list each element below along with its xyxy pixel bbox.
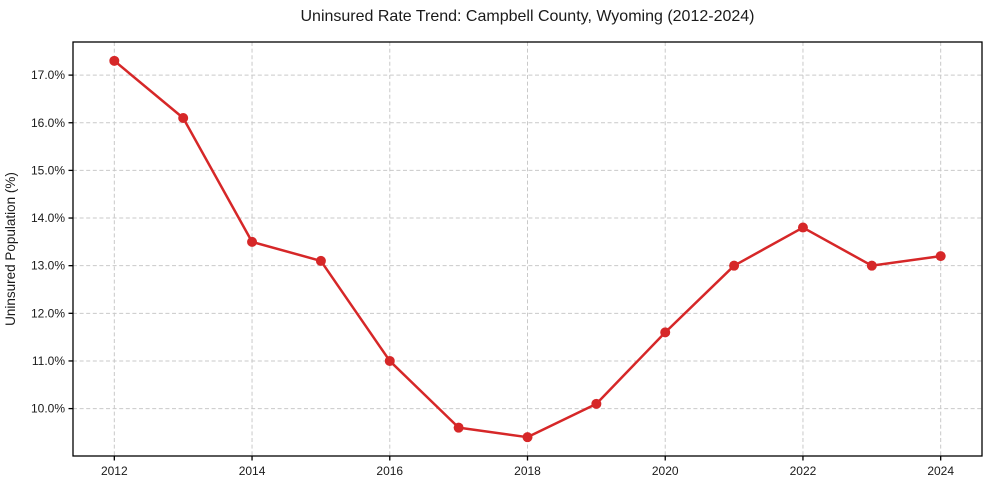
x-tick-label: 2012 <box>101 464 128 478</box>
y-tick-label: 11.0% <box>32 354 65 368</box>
y-tick-label: 13.0% <box>31 259 65 273</box>
y-axis-label: Uninsured Population (%) <box>3 172 18 326</box>
data-point <box>109 55 120 66</box>
data-point <box>866 260 877 271</box>
data-point <box>729 260 740 271</box>
data-point <box>935 251 946 262</box>
chart-title: Uninsured Rate Trend: Campbell County, W… <box>300 8 754 25</box>
plot-area: 10.0% 11.0% 12.0% 13.0% 14.0% 15.0% 16.0% 17.0%… <box>31 41 983 478</box>
x-tick-label: 2014 <box>239 464 266 478</box>
data-point <box>522 432 533 443</box>
x-tick-label: 2016 <box>376 464 403 478</box>
y-tick-label: 15.0% <box>31 163 65 177</box>
data-point <box>797 222 808 233</box>
x-tick-label: 2024 <box>927 464 954 478</box>
y-tick-label: 12.0% <box>31 306 65 320</box>
data-point <box>178 112 189 123</box>
x-tick-label: 2020 <box>652 464 679 478</box>
data-point <box>660 327 671 338</box>
x-tick-label: 2022 <box>790 464 817 478</box>
y-tick-label: 10.0% <box>31 402 65 416</box>
y-tick-label: 16.0% <box>31 116 65 130</box>
x-tick-label: 2018 <box>514 464 541 478</box>
data-point <box>315 255 326 266</box>
y-tick-label: 14.0% <box>31 211 65 225</box>
data-point <box>384 355 395 366</box>
data-point <box>591 398 602 409</box>
data-point <box>247 236 258 247</box>
y-tick-label: 17.0% <box>31 68 65 82</box>
data-point <box>453 422 464 433</box>
